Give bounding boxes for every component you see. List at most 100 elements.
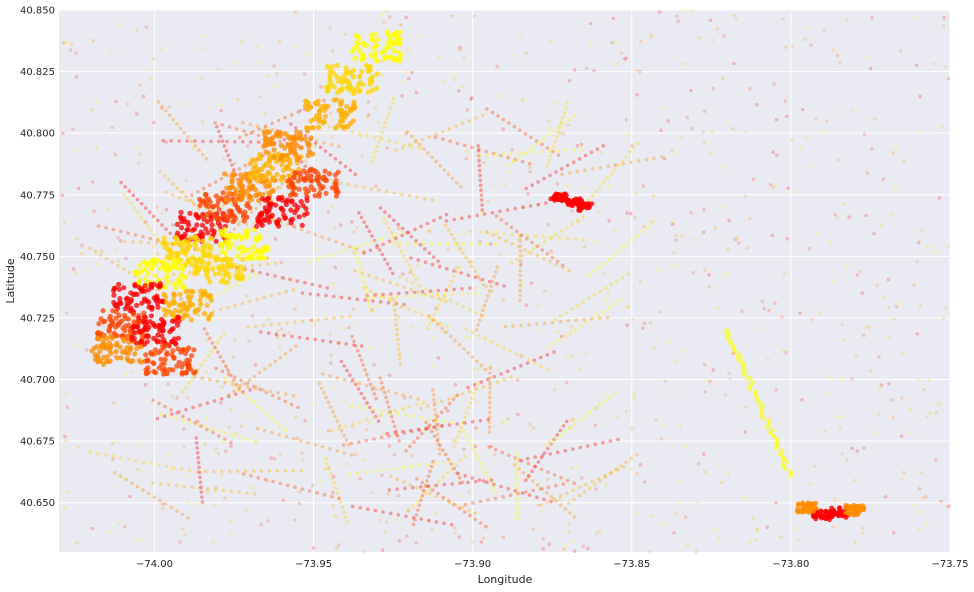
data-point bbox=[518, 288, 522, 293]
data-point bbox=[436, 259, 440, 264]
data-point bbox=[178, 225, 185, 231]
data-point bbox=[190, 302, 196, 308]
data-point bbox=[577, 485, 582, 490]
data-point bbox=[478, 173, 482, 178]
data-point bbox=[754, 538, 758, 542]
data-point bbox=[64, 438, 68, 443]
data-point bbox=[545, 491, 549, 495]
data-point bbox=[279, 260, 284, 265]
data-point bbox=[430, 198, 435, 202]
data-point bbox=[404, 448, 408, 453]
data-point bbox=[214, 256, 220, 262]
data-point bbox=[377, 248, 382, 252]
data-point bbox=[539, 355, 543, 360]
data-point bbox=[154, 339, 160, 345]
data-point bbox=[200, 238, 206, 244]
data-point bbox=[178, 126, 183, 131]
data-point bbox=[602, 180, 606, 185]
data-point bbox=[466, 273, 471, 278]
data-point bbox=[410, 453, 414, 458]
data-point bbox=[149, 461, 153, 466]
data-point bbox=[459, 271, 463, 275]
data-point bbox=[832, 511, 837, 517]
data-point bbox=[683, 515, 688, 519]
data-point bbox=[894, 147, 898, 151]
data-point bbox=[475, 400, 479, 405]
data-point bbox=[131, 311, 137, 317]
data-point bbox=[470, 330, 475, 335]
data-point bbox=[266, 262, 270, 266]
data-point bbox=[431, 255, 436, 259]
data-point bbox=[127, 329, 134, 335]
data-point bbox=[467, 118, 472, 123]
data-point bbox=[207, 183, 212, 187]
data-point bbox=[219, 469, 224, 474]
data-point bbox=[783, 466, 788, 471]
data-point bbox=[328, 111, 333, 115]
data-point bbox=[270, 187, 276, 193]
data-point bbox=[467, 260, 471, 264]
data-point bbox=[332, 294, 336, 299]
data-point bbox=[385, 116, 390, 120]
data-point bbox=[350, 130, 355, 134]
data-point bbox=[501, 535, 506, 540]
data-point bbox=[354, 184, 358, 188]
data-point bbox=[293, 307, 298, 311]
data-point bbox=[372, 135, 377, 140]
data-point bbox=[507, 121, 511, 125]
data-point bbox=[772, 82, 776, 86]
data-point bbox=[312, 193, 318, 199]
data-point bbox=[96, 451, 100, 456]
data-point bbox=[755, 528, 759, 533]
data-point bbox=[277, 432, 282, 437]
data-point bbox=[239, 249, 245, 256]
data-point bbox=[213, 487, 218, 492]
data-point bbox=[313, 247, 318, 251]
data-point bbox=[936, 401, 941, 406]
data-point bbox=[132, 206, 136, 210]
data-point bbox=[345, 520, 349, 524]
data-point bbox=[190, 485, 194, 490]
data-point bbox=[551, 149, 555, 154]
data-point bbox=[585, 320, 589, 324]
data-point bbox=[442, 482, 447, 487]
data-point bbox=[168, 231, 172, 236]
data-point bbox=[429, 429, 434, 434]
data-point bbox=[827, 240, 832, 245]
data-point bbox=[784, 45, 788, 50]
data-point bbox=[407, 194, 412, 198]
data-point bbox=[550, 149, 554, 154]
data-point bbox=[748, 376, 753, 381]
data-point bbox=[925, 245, 930, 249]
data-point bbox=[264, 213, 270, 219]
data-point bbox=[408, 270, 413, 275]
data-point bbox=[677, 500, 681, 505]
data-point bbox=[324, 84, 330, 90]
data-point bbox=[577, 493, 582, 498]
data-point bbox=[205, 230, 211, 236]
data-point bbox=[394, 240, 399, 244]
data-point bbox=[538, 487, 543, 491]
data-point bbox=[774, 501, 778, 505]
data-point bbox=[200, 120, 205, 124]
data-point bbox=[73, 270, 78, 275]
data-point bbox=[354, 33, 360, 39]
data-point bbox=[347, 472, 352, 477]
data-point bbox=[370, 234, 374, 238]
data-point bbox=[343, 424, 348, 429]
data-point bbox=[199, 485, 203, 490]
data-point bbox=[564, 355, 569, 359]
data-point bbox=[238, 135, 242, 140]
data-point bbox=[202, 424, 207, 429]
data-point bbox=[406, 241, 410, 246]
data-point bbox=[332, 514, 337, 519]
data-point bbox=[564, 380, 569, 385]
data-point bbox=[345, 123, 351, 129]
data-point bbox=[425, 462, 430, 467]
data-point bbox=[414, 239, 418, 243]
data-point bbox=[511, 159, 516, 164]
data-point bbox=[670, 222, 675, 226]
data-point bbox=[343, 164, 348, 169]
data-point bbox=[380, 137, 384, 141]
data-point bbox=[604, 483, 608, 487]
